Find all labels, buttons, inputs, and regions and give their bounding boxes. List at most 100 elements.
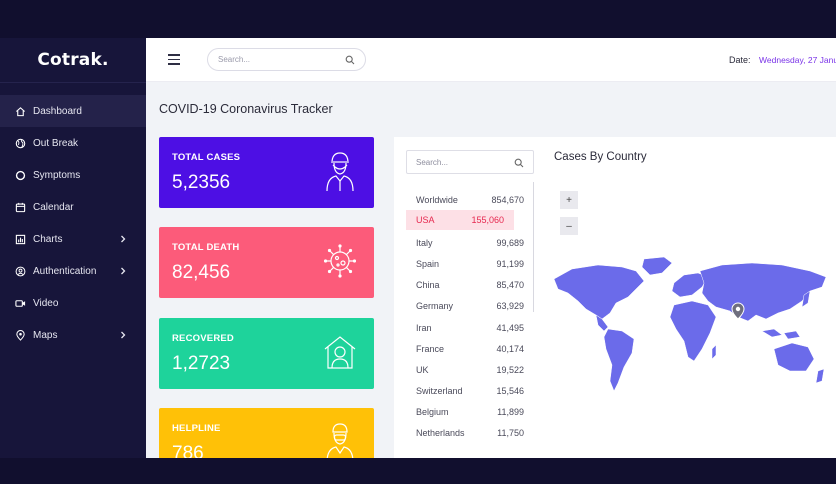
zoom-out-button[interactable]: – xyxy=(560,217,578,235)
country-row[interactable]: Switzerland 15,546 xyxy=(406,381,534,402)
brand-name: Cotrak. xyxy=(37,50,109,70)
country-list[interactable]: Worldwide 854,670 USA 155,060 Italy 99,6… xyxy=(406,189,534,458)
panel-title: Cases By Country xyxy=(554,151,647,163)
sidebar-item-video[interactable]: Video xyxy=(0,287,146,319)
country-row[interactable]: China 85,470 xyxy=(406,275,534,296)
country-name: UK xyxy=(416,364,429,375)
chevron-right-icon xyxy=(121,267,126,275)
country-row[interactable]: Iran 41,495 xyxy=(406,317,534,338)
stat-label: TOTAL CASES xyxy=(172,152,241,163)
country-row[interactable]: France 40,174 xyxy=(406,338,534,359)
search-icon[interactable] xyxy=(514,158,524,168)
country-row[interactable]: Spain 91,199 xyxy=(406,253,534,274)
sidebar-item-label: Charts xyxy=(33,233,63,245)
stat-label: TOTAL DEATH xyxy=(172,242,240,253)
stat-card-recovered[interactable]: RECOVERED 1,2723 xyxy=(159,318,374,389)
country-row[interactable]: Netherlands 11,750 xyxy=(406,423,534,444)
video-icon xyxy=(14,297,26,309)
search-placeholder: Search... xyxy=(218,55,251,64)
country-search-input[interactable]: Search... xyxy=(406,150,534,174)
main-content: COVID-19 Coronavirus Tracker TOTAL CASES… xyxy=(146,82,836,458)
chevron-right-icon xyxy=(121,235,126,243)
sidebar-item-maps[interactable]: Maps xyxy=(0,319,146,351)
stat-value: 1,2723 xyxy=(172,353,231,374)
topbar: Search... Date: Wednesday, 27 Janu xyxy=(146,38,836,82)
stat-label: RECOVERED xyxy=(172,333,234,344)
country-row[interactable]: Belgium 11,899 xyxy=(406,402,534,423)
country-row-highlighted[interactable]: USA 155,060 xyxy=(406,210,514,231)
date-value: Wednesday, 27 Janu xyxy=(759,55,836,65)
globe-icon xyxy=(14,137,26,149)
cases-by-country-panel: Search... Worldwide 854,670 USA 155,060 … xyxy=(394,137,836,458)
stat-value: 5,2356 xyxy=(172,172,231,193)
country-cases: 19,522 xyxy=(496,364,524,375)
sidebar-item-charts[interactable]: Charts xyxy=(0,223,146,255)
country-cases: 41,495 xyxy=(496,322,524,333)
country-cases: 85,470 xyxy=(496,280,524,291)
sidebar-item-authentication[interactable]: Authentication xyxy=(0,255,146,287)
country-name: China xyxy=(416,280,440,291)
sidebar-item-label: Symptoms xyxy=(33,169,81,181)
circle-icon xyxy=(14,169,26,181)
location-marker-icon xyxy=(731,302,745,320)
doctor-icon xyxy=(326,423,354,458)
chevron-right-icon xyxy=(121,331,126,339)
country-cases: 11,750 xyxy=(497,428,524,439)
calendar-icon xyxy=(14,201,26,213)
stat-value: 786 xyxy=(172,443,204,458)
country-cases: 99,689 xyxy=(496,237,524,248)
sidebar-item-label: Authentication xyxy=(33,265,97,277)
sidebar-item-label: Calendar xyxy=(33,201,74,213)
date-display: Date: Wednesday, 27 Janu xyxy=(729,55,836,65)
world-map[interactable] xyxy=(552,257,836,397)
sidebar-item-symptoms[interactable]: Symptoms xyxy=(0,159,146,191)
home-icon xyxy=(14,105,26,117)
country-name: Worldwide xyxy=(416,194,458,205)
map-pin-icon xyxy=(14,329,26,341)
country-name: USA xyxy=(416,215,435,226)
house-person-icon xyxy=(324,336,356,369)
country-name: Switzerland xyxy=(416,386,463,397)
country-cases: 63,929 xyxy=(496,301,524,312)
country-cases: 40,174 xyxy=(496,343,524,354)
sidebar-item-label: Maps xyxy=(33,329,58,341)
country-cases: 91,199 xyxy=(496,258,524,269)
search-placeholder: Search... xyxy=(416,158,449,167)
stat-card-helpline[interactable]: HELPLINE 786 xyxy=(159,408,374,458)
bar-chart-icon xyxy=(14,233,26,245)
search-input[interactable]: Search... xyxy=(207,48,366,71)
stat-label: HELPLINE xyxy=(172,423,221,434)
country-name: Belgium xyxy=(416,407,449,418)
stat-card-total-death[interactable]: TOTAL DEATH 82,456 xyxy=(159,227,374,298)
country-name: Germany xyxy=(416,301,454,312)
country-row[interactable]: Italy 99,689 xyxy=(406,232,534,253)
zoom-in-button[interactable]: + xyxy=(560,191,578,209)
sidebar-item-label: Video xyxy=(33,297,59,309)
sidebar-item-dashboard[interactable]: Dashboard xyxy=(0,95,146,127)
search-icon[interactable] xyxy=(345,55,355,65)
country-row[interactable]: UK 19,522 xyxy=(406,359,534,380)
list-scrollbar[interactable] xyxy=(533,182,534,312)
country-name: Italy xyxy=(416,237,433,248)
hamburger-menu-button[interactable] xyxy=(168,54,180,65)
country-name: Iran xyxy=(416,322,432,333)
sidebar-item-out-break[interactable]: Out Break xyxy=(0,127,146,159)
sidebar-item-label: Dashboard xyxy=(33,105,82,117)
user-circle-icon xyxy=(14,265,26,277)
stat-value: 82,456 xyxy=(172,262,231,283)
brand-logo[interactable]: Cotrak. xyxy=(0,38,146,83)
virus-icon xyxy=(324,244,356,278)
masked-person-icon xyxy=(326,152,354,192)
sidebar: Cotrak. Dashboard Out Break Symptoms Cal… xyxy=(0,38,146,458)
date-label: Date: xyxy=(729,55,751,65)
sidebar-nav: Dashboard Out Break Symptoms Calendar Ch… xyxy=(0,95,146,351)
country-name: Spain xyxy=(416,258,440,269)
page-title: COVID-19 Coronavirus Tracker xyxy=(159,102,333,116)
stat-card-total-cases[interactable]: TOTAL CASES 5,2356 xyxy=(159,137,374,208)
country-name: Netherlands xyxy=(416,428,465,439)
sidebar-item-calendar[interactable]: Calendar xyxy=(0,191,146,223)
country-row[interactable]: Germany 63,929 xyxy=(406,296,534,317)
country-row[interactable]: Worldwide 854,670 xyxy=(406,189,534,210)
country-cases: 155,060 xyxy=(471,215,504,226)
country-cases: 15,546 xyxy=(496,386,524,397)
